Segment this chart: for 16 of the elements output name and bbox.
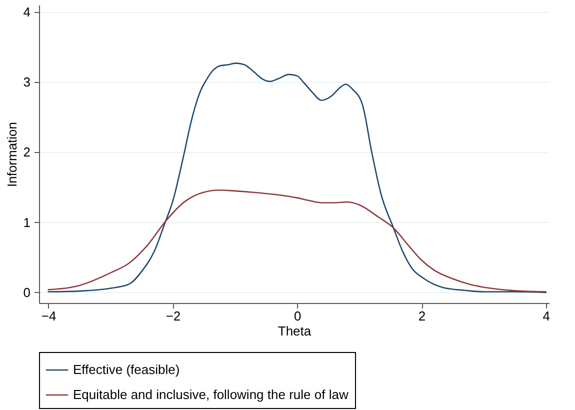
legend-label: Effective (feasible) [73, 362, 180, 377]
y-tick-label: 2 [23, 144, 30, 160]
y-axis-title: Information [4, 122, 20, 188]
x-tick-label: −4 [41, 308, 56, 324]
y-tick-label: 4 [23, 4, 30, 20]
x-axis-title: Theta [278, 324, 312, 338]
x-tick-label: 4 [542, 308, 550, 324]
y-tick-label: 0 [23, 284, 30, 300]
legend-label: Equitable and inclusive, following the rule of law [73, 387, 349, 402]
line-series [48, 62, 547, 294]
y-tick-label: 3 [23, 74, 30, 90]
x-tick-label: 0 [294, 308, 302, 324]
y-tick-label: 1 [23, 214, 30, 230]
x-tick-label: 2 [418, 308, 426, 324]
x-tick-label: −2 [166, 308, 181, 324]
line-series [48, 189, 547, 292]
